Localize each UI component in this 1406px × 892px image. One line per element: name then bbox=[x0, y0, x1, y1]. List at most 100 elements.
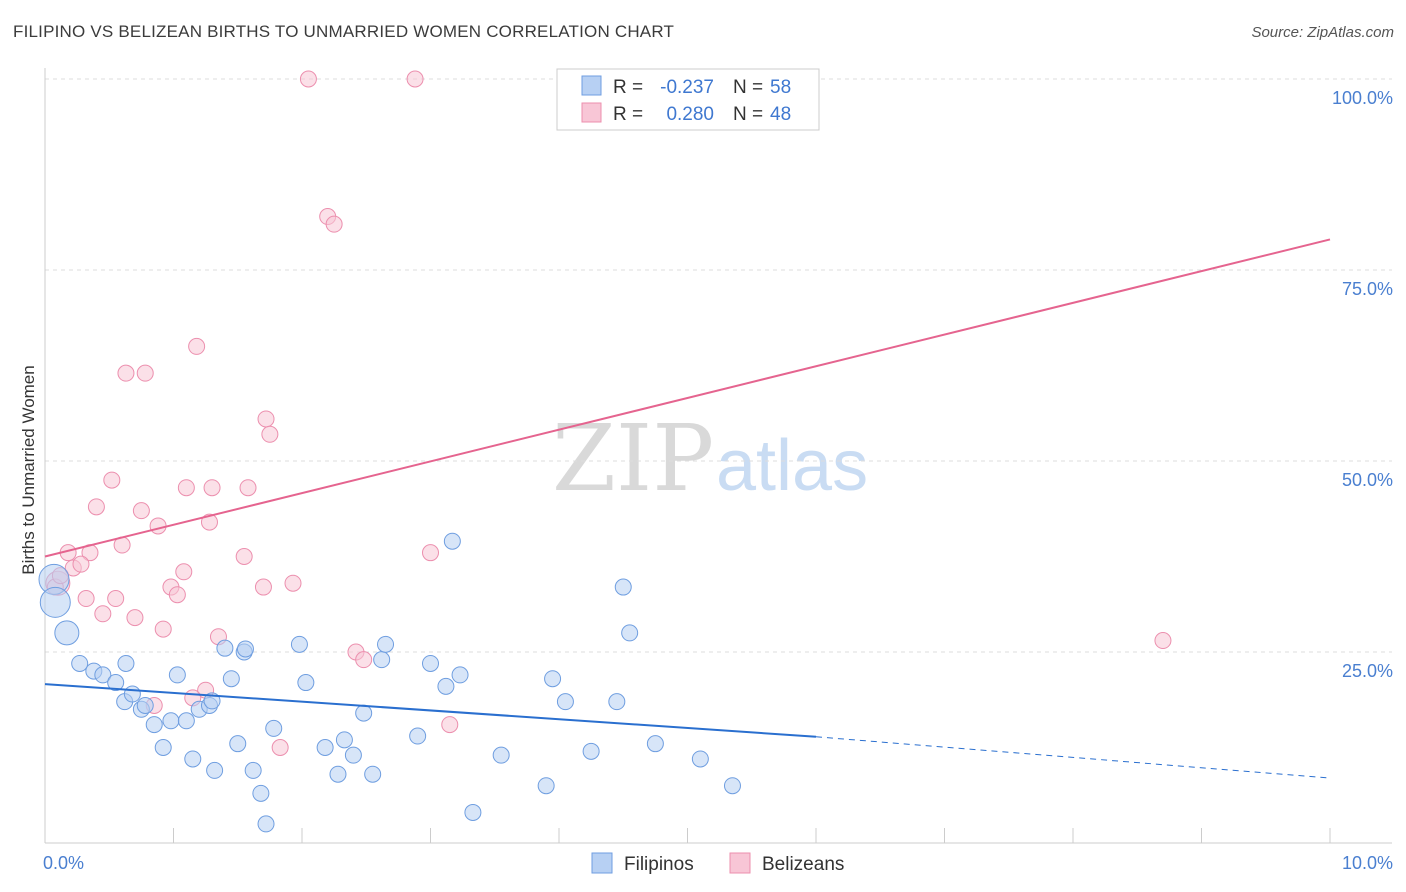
belizean-point bbox=[149, 517, 167, 535]
y-tick-label: 25.0% bbox=[1342, 661, 1393, 681]
belizean-point bbox=[1154, 632, 1172, 650]
filipino-point bbox=[168, 666, 186, 684]
legend-label-filipinos: Filipinos bbox=[624, 854, 694, 875]
filipino-point bbox=[422, 654, 439, 672]
filipinos-points bbox=[38, 532, 741, 833]
legend-n-value-1: 58 bbox=[770, 77, 791, 98]
belizean-point bbox=[175, 563, 193, 581]
filipino-point bbox=[136, 696, 154, 714]
filipino-point bbox=[54, 620, 80, 646]
filipino-point bbox=[355, 704, 373, 722]
watermark-atlas: atlas bbox=[716, 426, 868, 506]
filipino-point bbox=[123, 685, 141, 703]
belizean-point bbox=[261, 425, 279, 443]
belizean-point bbox=[94, 605, 112, 623]
filipino-point bbox=[443, 532, 461, 550]
filipino-point bbox=[117, 654, 135, 672]
belizean-point bbox=[136, 364, 154, 382]
belizean-point bbox=[271, 739, 289, 756]
filipino-point bbox=[464, 803, 482, 821]
legend-swatch-filipinos-bottom bbox=[591, 852, 613, 874]
belizean-point bbox=[188, 337, 206, 355]
filipino-point bbox=[377, 635, 395, 653]
legend-n-label-2: N = bbox=[733, 104, 763, 125]
belizean-point bbox=[200, 513, 218, 531]
belizean-point bbox=[132, 502, 150, 520]
filipino-point bbox=[229, 735, 247, 753]
filipino-point bbox=[582, 742, 600, 760]
legend-n-value-2: 48 bbox=[770, 104, 791, 125]
filipino-point bbox=[364, 765, 382, 783]
filipino-point bbox=[145, 716, 163, 734]
filipino-point bbox=[177, 712, 195, 730]
filipino-point bbox=[614, 578, 632, 596]
belizean-point bbox=[257, 410, 275, 428]
filipino-point bbox=[335, 731, 353, 749]
belizean-point bbox=[107, 590, 125, 608]
filipino-point bbox=[608, 693, 626, 711]
filipino-point bbox=[344, 746, 362, 764]
source-label: Source: ZipAtlas.com bbox=[1251, 24, 1394, 41]
belizean-point bbox=[154, 620, 172, 638]
filipino-point bbox=[107, 674, 125, 692]
belizeans-trend-line bbox=[44, 238, 1331, 558]
x-tick-label: 10.0% bbox=[1342, 853, 1393, 873]
filipinos-trend-extension bbox=[815, 736, 1331, 779]
y-tick-labels: 25.0% 50.0% 75.0% 100.0% bbox=[1332, 88, 1393, 681]
filipino-point bbox=[71, 654, 89, 672]
filipino-point bbox=[329, 765, 347, 783]
correlation-legend: R = -0.237 N = 58 R = 0.280 N = 48 bbox=[556, 68, 820, 131]
filipino-point bbox=[646, 735, 664, 753]
filipino-point bbox=[216, 639, 234, 657]
filipino-point bbox=[244, 761, 262, 779]
legend-swatch-belizeans-bottom bbox=[729, 852, 751, 874]
belizean-point bbox=[254, 578, 272, 596]
chart-title: FILIPINO VS BELIZEAN BIRTHS TO UNMARRIED… bbox=[13, 22, 675, 41]
filipino-point bbox=[544, 670, 562, 688]
filipino-point bbox=[206, 761, 224, 779]
filipino-point bbox=[621, 624, 639, 642]
belizean-point bbox=[72, 555, 90, 573]
filipino-point bbox=[409, 727, 427, 745]
legend-swatch-filipinos bbox=[581, 75, 602, 96]
legend-r-value-1: -0.237 bbox=[660, 77, 714, 98]
filipino-point bbox=[257, 815, 275, 833]
filipino-point bbox=[154, 739, 172, 756]
belizean-point bbox=[103, 471, 121, 489]
filipino-point bbox=[451, 666, 469, 684]
belizean-point bbox=[168, 586, 186, 604]
x-tick-labels: 0.0% 10.0% bbox=[43, 853, 1393, 873]
filipino-point bbox=[316, 739, 334, 756]
belizean-point bbox=[203, 479, 221, 497]
belizean-point bbox=[117, 364, 135, 382]
filipino-point bbox=[691, 750, 709, 768]
axes bbox=[44, 68, 1392, 844]
legend-r-label-1: R = bbox=[613, 77, 643, 98]
belizean-point bbox=[406, 70, 424, 88]
belizean-point bbox=[325, 215, 343, 233]
x-tick-label: 0.0% bbox=[43, 853, 84, 873]
filipino-point bbox=[537, 777, 555, 795]
filipino-point bbox=[94, 666, 112, 684]
filipino-point bbox=[252, 784, 270, 802]
belizean-point bbox=[77, 590, 95, 608]
belizean-point bbox=[284, 574, 302, 592]
y-tick-label: 50.0% bbox=[1342, 470, 1393, 490]
filipino-point bbox=[723, 777, 741, 795]
legend-n-label-1: N = bbox=[733, 77, 763, 98]
y-tick-label: 100.0% bbox=[1332, 88, 1393, 108]
filipino-point bbox=[373, 651, 391, 669]
belizean-point bbox=[87, 498, 105, 516]
filipino-point bbox=[265, 719, 283, 737]
belizean-point bbox=[177, 479, 195, 497]
filipino-point bbox=[437, 677, 455, 695]
series-legend: Filipinos Belizeans bbox=[591, 852, 844, 875]
filipino-point bbox=[203, 692, 221, 710]
legend-swatch-belizeans bbox=[581, 102, 602, 123]
filipino-point bbox=[184, 750, 202, 768]
belizean-point bbox=[235, 548, 253, 565]
trend-lines bbox=[44, 238, 1331, 779]
filipino-point bbox=[556, 693, 574, 711]
filipino-point bbox=[290, 635, 308, 653]
